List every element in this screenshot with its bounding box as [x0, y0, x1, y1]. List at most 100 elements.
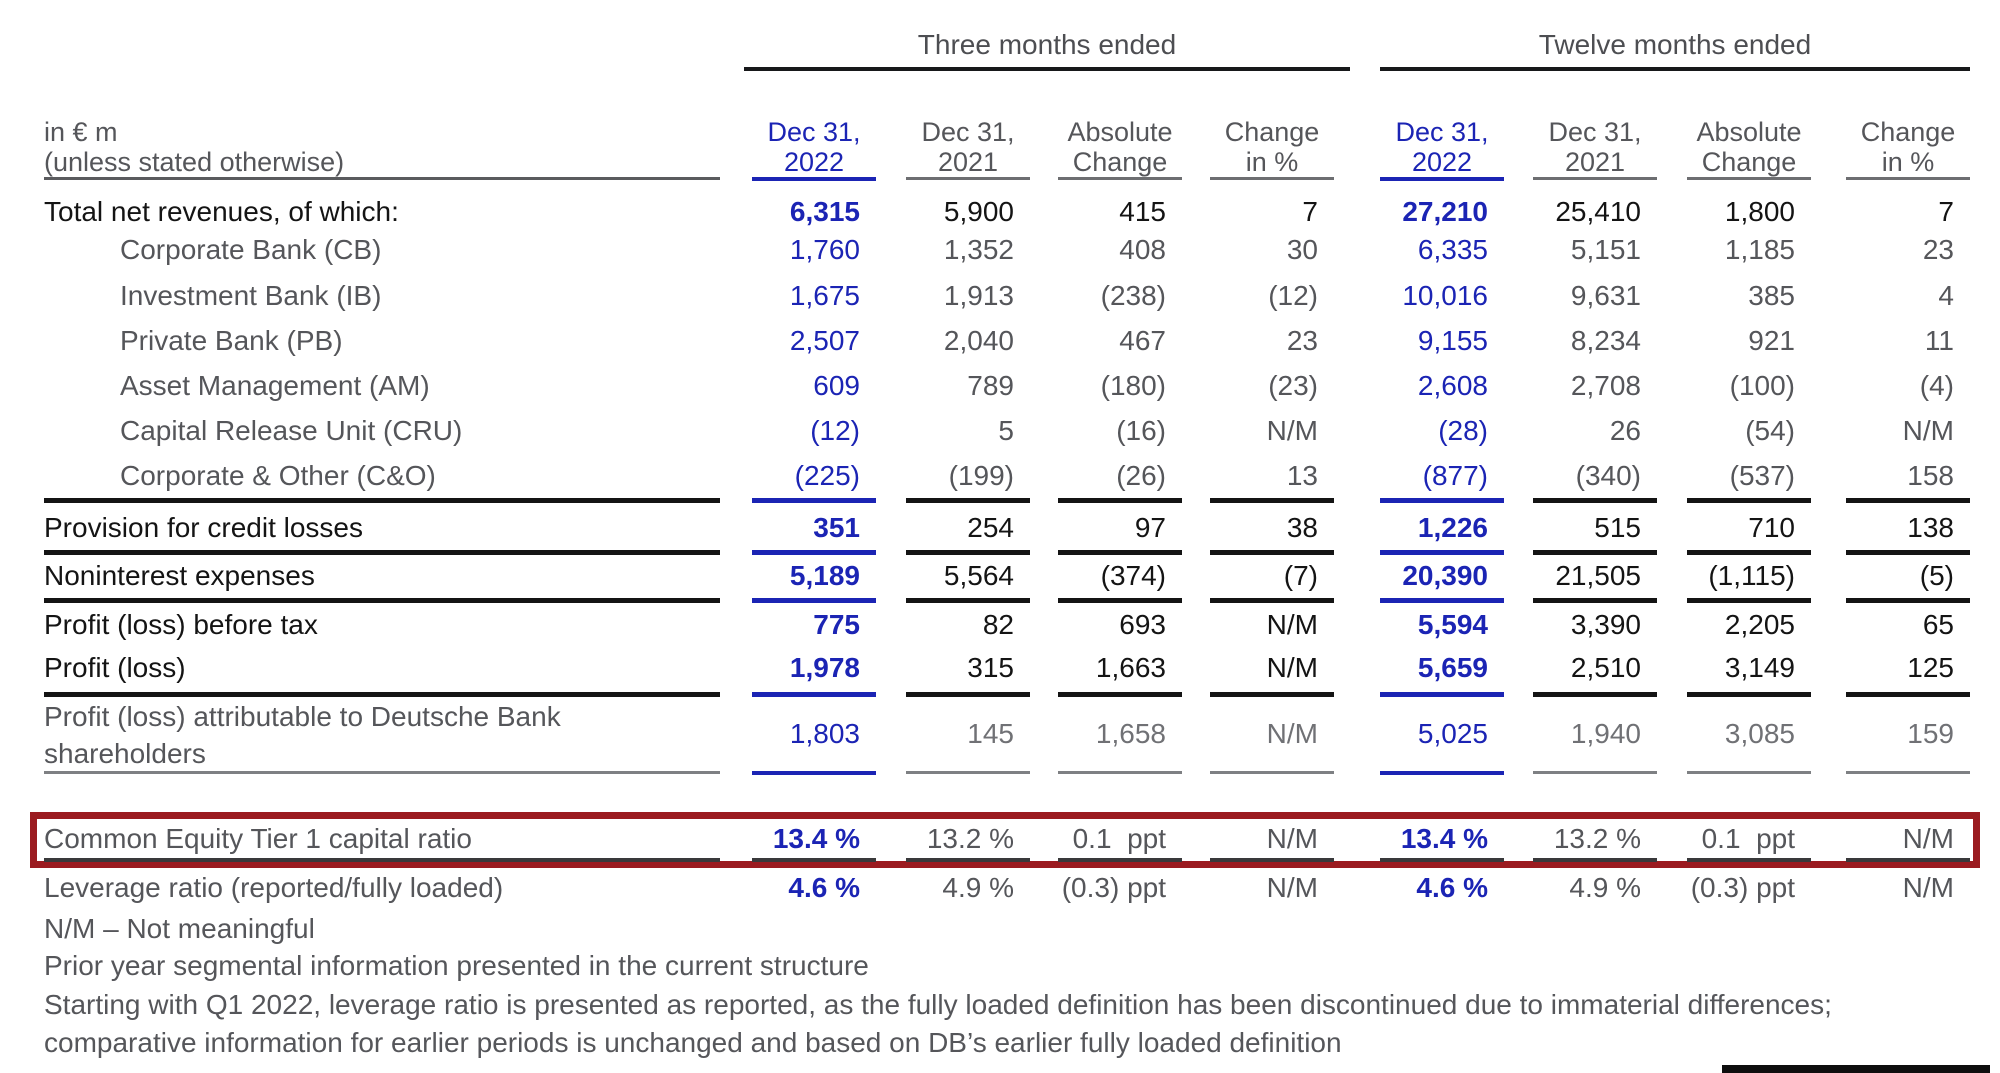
- column-header-line: Dec 31,: [1548, 117, 1642, 147]
- cell-3m-dec-2021: 13.2 %: [926, 823, 1014, 854]
- cell-12m-change-pct: 138: [1907, 512, 1954, 543]
- column-header-line: 2022: [783, 147, 845, 177]
- cell-12m-dec-2021: 26: [1609, 415, 1641, 446]
- cell-3m-dec-2022: 4.6 %: [788, 872, 860, 903]
- column-header-line: in %: [1881, 147, 1935, 177]
- separator-line-column: [906, 550, 1030, 555]
- row-label: Corporate & Other (C&O): [120, 460, 436, 491]
- cell-12m-dec-2022: 20,390: [1402, 560, 1488, 591]
- separator-line-column: [906, 177, 1030, 180]
- unit-label: in € m (unless stated otherwise): [44, 117, 644, 177]
- cell-12m-dec-2021: 9,631: [1570, 280, 1641, 311]
- row-label: Capital Release Unit (CRU): [120, 415, 463, 446]
- cell-3m-dec-2022: 351: [813, 512, 860, 543]
- separator-line-column: [906, 858, 1030, 862]
- separator-line-column: [1058, 550, 1182, 555]
- separator-line-label: [44, 692, 720, 697]
- separator-line-column: [1210, 550, 1334, 555]
- cell-3m-absolute-change: (0.3) ppt: [1061, 872, 1166, 903]
- separator-line-column: [1380, 858, 1504, 862]
- cell-12m-absolute-change: 0.1 ppt: [1701, 823, 1795, 854]
- cell-3m-dec-2022: 5,189: [789, 560, 860, 591]
- cell-3m-absolute-change: (238): [1100, 280, 1166, 311]
- column-header-12m-absolute-change: Absolute Change: [1687, 117, 1811, 177]
- cell-3m-change-pct: N/M: [1266, 609, 1318, 640]
- cell-3m-dec-2021: 1,913: [943, 280, 1014, 311]
- cell-3m-absolute-change: (180): [1100, 370, 1166, 401]
- separator-line-column: [1210, 177, 1334, 180]
- cell-12m-dec-2022: 6,335: [1417, 234, 1488, 265]
- cell-3m-dec-2021: 5: [998, 415, 1014, 446]
- separator-line-column: [1533, 550, 1657, 555]
- column-header-line: Change: [1860, 117, 1956, 147]
- cell-3m-dec-2022: 609: [813, 370, 860, 401]
- unit-label-line2: (unless stated otherwise): [44, 147, 345, 177]
- cell-12m-absolute-change: (54): [1745, 415, 1795, 446]
- separator-line-column: [1380, 692, 1504, 697]
- row-label: Profit (loss) before tax: [44, 609, 318, 640]
- column-header-line: Dec 31,: [921, 117, 1015, 147]
- column-header-12m-change-pct: Change in %: [1846, 117, 1970, 177]
- separator-line-column: [1058, 498, 1182, 503]
- cell-12m-dec-2021: 515: [1594, 512, 1641, 543]
- separator-line-column: [1533, 692, 1657, 697]
- cell-12m-dec-2021: 21,505: [1555, 560, 1641, 591]
- cell-3m-absolute-change: 0.1 ppt: [1072, 823, 1166, 854]
- cell-3m-change-pct: 30: [1286, 234, 1318, 265]
- cell-3m-dec-2021: 145: [967, 718, 1014, 749]
- separator-line-column: [1846, 858, 1970, 862]
- group-header-three-months: Three months ended: [917, 29, 1177, 60]
- cell-3m-absolute-change: 693: [1119, 609, 1166, 640]
- cell-3m-absolute-change: 467: [1119, 325, 1166, 356]
- cell-12m-absolute-change: 385: [1748, 280, 1795, 311]
- separator-line-label: [44, 550, 720, 555]
- separator-line-column: [906, 598, 1030, 603]
- cell-12m-dec-2022: 5,025: [1417, 718, 1488, 749]
- column-header-3m-dec-2022: Dec 31, 2022: [752, 117, 876, 177]
- cell-12m-absolute-change: 1,800: [1724, 196, 1795, 227]
- separator-line-column: [1846, 177, 1970, 180]
- separator-line-column: [1533, 858, 1657, 862]
- column-header-line: 2022: [1411, 147, 1473, 177]
- cell-12m-change-pct: 7: [1938, 196, 1954, 227]
- cell-3m-dec-2022: 775: [813, 609, 860, 640]
- cell-12m-dec-2021: 25,410: [1555, 196, 1641, 227]
- separator-line-label: [44, 598, 720, 603]
- separator-line-column: [906, 692, 1030, 697]
- row-label: Total net revenues, of which:: [44, 196, 399, 227]
- cell-3m-dec-2021: (199): [948, 460, 1014, 491]
- cell-3m-dec-2021: 1,352: [943, 234, 1014, 265]
- column-header-3m-absolute-change: Absolute Change: [1058, 117, 1182, 177]
- separator-line-column: [1058, 771, 1182, 774]
- cell-3m-change-pct: 23: [1286, 325, 1318, 356]
- cell-12m-change-pct: 125: [1907, 652, 1954, 683]
- separator-line-column: [906, 498, 1030, 503]
- separator-line-column: [1687, 771, 1811, 774]
- cell-12m-absolute-change: 3,085: [1724, 718, 1795, 749]
- cell-12m-change-pct: 23: [1922, 234, 1954, 265]
- separator-line-column: [1210, 598, 1334, 603]
- cell-12m-dec-2022: 13.4 %: [1400, 823, 1488, 854]
- cell-12m-dec-2022: (28): [1438, 415, 1488, 446]
- cell-3m-change-pct: N/M: [1266, 652, 1318, 683]
- cell-3m-dec-2022: (12): [810, 415, 860, 446]
- cell-3m-change-pct: N/M: [1266, 872, 1318, 903]
- cell-3m-dec-2021: 789: [967, 370, 1014, 401]
- separator-line-column: [1846, 550, 1970, 555]
- separator-line-column: [1687, 177, 1811, 180]
- separator-line-column: [1687, 858, 1811, 862]
- cell-12m-change-pct: N/M: [1902, 823, 1954, 854]
- row-label: Corporate Bank (CB): [120, 234, 382, 265]
- separator-line-label: [44, 498, 720, 503]
- cell-3m-dec-2022: 2,507: [789, 325, 860, 356]
- cell-12m-absolute-change: 710: [1748, 512, 1795, 543]
- separator-line-column: [752, 598, 876, 603]
- unit-label-line1: in € m: [44, 117, 118, 147]
- cell-3m-absolute-change: 408: [1119, 234, 1166, 265]
- cell-12m-dec-2022: 4.6 %: [1416, 872, 1488, 903]
- column-header-line: Absolute: [1696, 117, 1802, 147]
- cell-12m-absolute-change: 1,185: [1724, 234, 1795, 265]
- cell-12m-dec-2021: 13.2 %: [1553, 823, 1641, 854]
- cell-12m-dec-2021: 8,234: [1570, 325, 1641, 356]
- cell-12m-absolute-change: 2,205: [1724, 609, 1795, 640]
